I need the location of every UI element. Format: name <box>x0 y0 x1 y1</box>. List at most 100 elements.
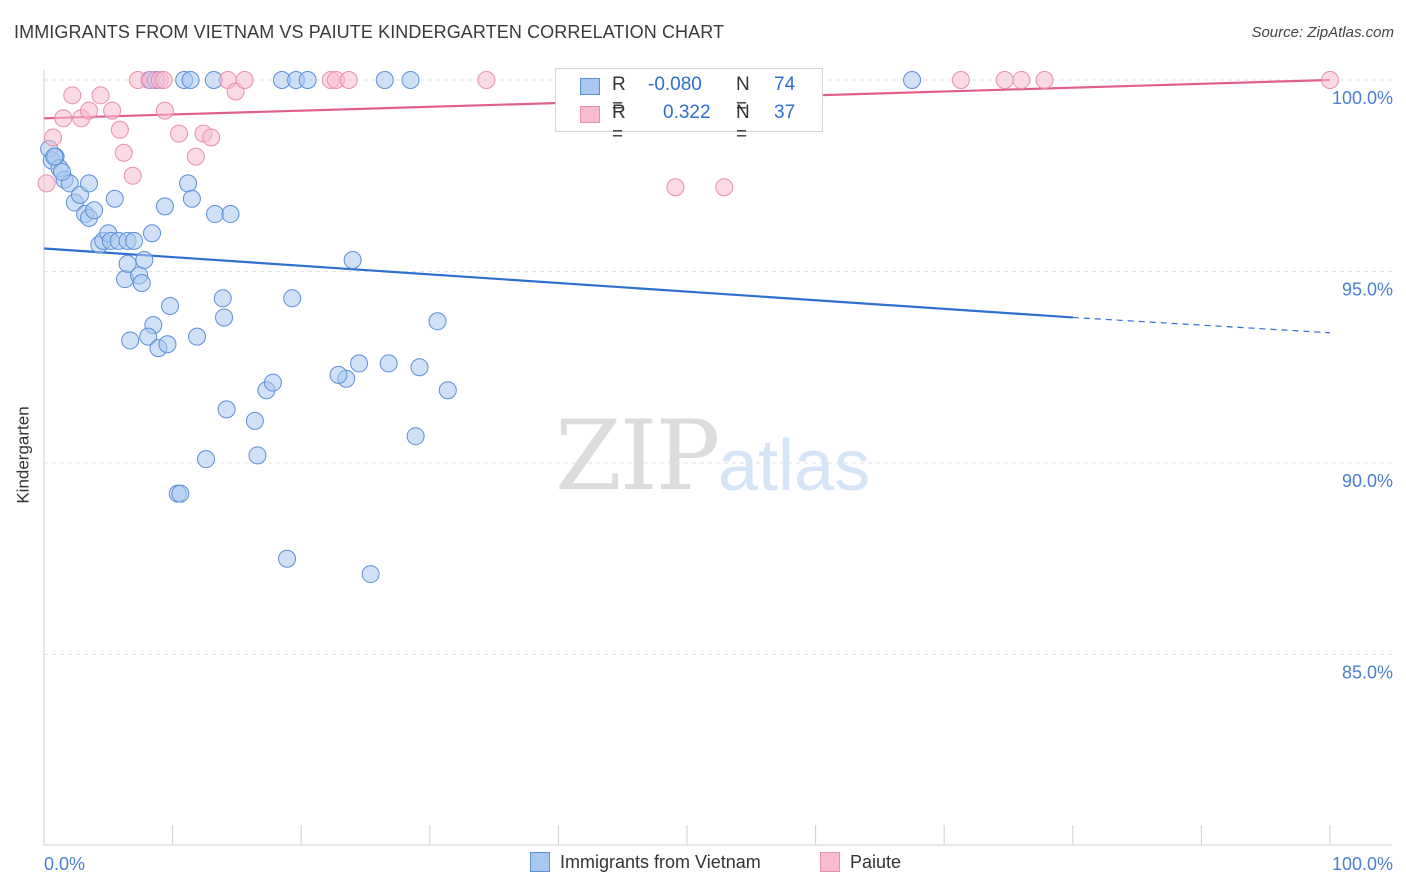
vietnam-point <box>143 224 162 243</box>
y-tick-label: 85.0% <box>1342 663 1393 683</box>
paiute-point <box>339 71 358 89</box>
vietnam-point <box>188 327 207 346</box>
vietnam-point <box>410 358 429 377</box>
vietnam-point <box>221 205 240 224</box>
paiute-point <box>155 101 174 120</box>
vietnam-point <box>135 251 154 270</box>
vietnam-trend-line <box>43 247 1073 319</box>
axes <box>43 70 1392 846</box>
x-tick-label-max: 100.0% <box>1332 854 1393 874</box>
paiute-point <box>37 174 56 193</box>
vietnam-point <box>248 446 267 465</box>
paiute-point <box>202 128 221 147</box>
vietnam-point <box>329 365 348 384</box>
y-tick-label: 100.0% <box>1332 88 1393 108</box>
paiute-point <box>1012 71 1031 89</box>
vietnam-point <box>283 289 302 308</box>
watermark-zip: ZIP <box>555 400 720 512</box>
vietnam-point <box>263 373 282 392</box>
legend-label-vietnam: Immigrants from Vietnam <box>560 852 761 872</box>
paiute-point <box>54 109 73 128</box>
vietnam-point <box>343 251 362 270</box>
r-value: 0.322 <box>663 102 711 123</box>
paiute-point <box>44 128 63 147</box>
vietnam-point <box>85 201 104 220</box>
paiute-swatch <box>580 106 600 123</box>
paiute-point <box>715 178 734 197</box>
paiute-point <box>80 101 99 120</box>
vietnam-point <box>213 289 232 308</box>
vietnam-point <box>406 427 425 446</box>
vietnam-point <box>401 71 420 89</box>
vietnam-point <box>278 549 297 568</box>
paiute-point <box>995 71 1014 89</box>
paiute-point <box>477 71 496 89</box>
paiute-point <box>666 178 685 197</box>
n-label: N = <box>736 74 750 117</box>
legend-swatch-paiute <box>820 852 840 872</box>
legend-label-paiute: Paiute <box>850 852 902 872</box>
n-value: 37 <box>774 102 796 123</box>
n-label: N = <box>736 102 750 145</box>
vietnam-point <box>298 71 317 89</box>
gridlines <box>44 79 1392 655</box>
tick-labels: 100.0% 95.0% 90.0% 85.0% 0.0% 100.0% <box>44 88 1393 874</box>
paiute-point <box>235 71 254 89</box>
watermark-atlas: atlas <box>718 426 871 506</box>
paiute-point <box>186 147 205 166</box>
vietnam-point <box>53 162 72 181</box>
paiute-point <box>103 101 122 120</box>
vietnam-point <box>132 273 151 292</box>
legend-item-vietnam[interactable]: Immigrants from Vietnam <box>530 852 761 873</box>
vietnam-point <box>245 411 264 430</box>
vietnam-point <box>361 565 380 584</box>
r-value: -0.080 <box>648 74 702 95</box>
vietnam-point <box>197 450 216 469</box>
vietnam-point <box>80 174 99 193</box>
r-label: R = <box>612 102 626 145</box>
vietnam-point <box>215 308 234 327</box>
paiute-point <box>123 166 142 185</box>
vietnam-point <box>171 484 190 503</box>
vietnam-point <box>158 335 177 354</box>
vietnam-point <box>179 174 198 193</box>
chart-title: IMMIGRANTS FROM VIETNAM VS PAIUTE KINDER… <box>14 22 725 42</box>
vietnam-point <box>903 71 922 89</box>
vietnam-point <box>118 254 137 273</box>
vietnam-point <box>125 231 144 250</box>
paiute-point <box>91 86 110 105</box>
x-tick-label-min: 0.0% <box>44 854 85 874</box>
paiute-point <box>110 120 129 139</box>
vietnam-trend-extension <box>1072 316 1331 334</box>
vietnam-point <box>217 400 236 419</box>
vietnam-point <box>45 147 64 166</box>
legend-swatch-vietnam <box>530 852 550 872</box>
source-credit: Source: ZipAtlas.com <box>1251 24 1394 41</box>
vietnam-point <box>139 327 158 346</box>
vietnam-swatch <box>580 78 600 95</box>
vietnam-point <box>105 189 124 208</box>
vietnam-point <box>206 205 225 224</box>
vietnam-point <box>375 71 394 89</box>
data-points <box>37 71 1339 584</box>
paiute-point <box>154 71 173 89</box>
vietnam-point <box>182 189 201 208</box>
vietnam-point <box>379 354 398 373</box>
paiute-point <box>114 143 133 162</box>
vietnam-point <box>161 296 180 315</box>
n-value: 74 <box>774 74 796 95</box>
y-tick-label: 90.0% <box>1342 471 1393 491</box>
vietnam-point <box>121 331 140 350</box>
vietnam-point <box>428 312 447 331</box>
vietnam-point <box>155 197 174 216</box>
legend-item-paiute[interactable]: Paiute <box>820 852 901 873</box>
r-label: R = <box>612 74 626 117</box>
y-tick-label: 95.0% <box>1342 280 1393 300</box>
vietnam-point <box>438 381 457 400</box>
paiute-point <box>63 86 82 105</box>
vietnam-point <box>350 354 369 373</box>
paiute-point <box>1035 71 1054 89</box>
paiute-point <box>170 124 189 143</box>
paiute-point <box>1321 71 1339 89</box>
